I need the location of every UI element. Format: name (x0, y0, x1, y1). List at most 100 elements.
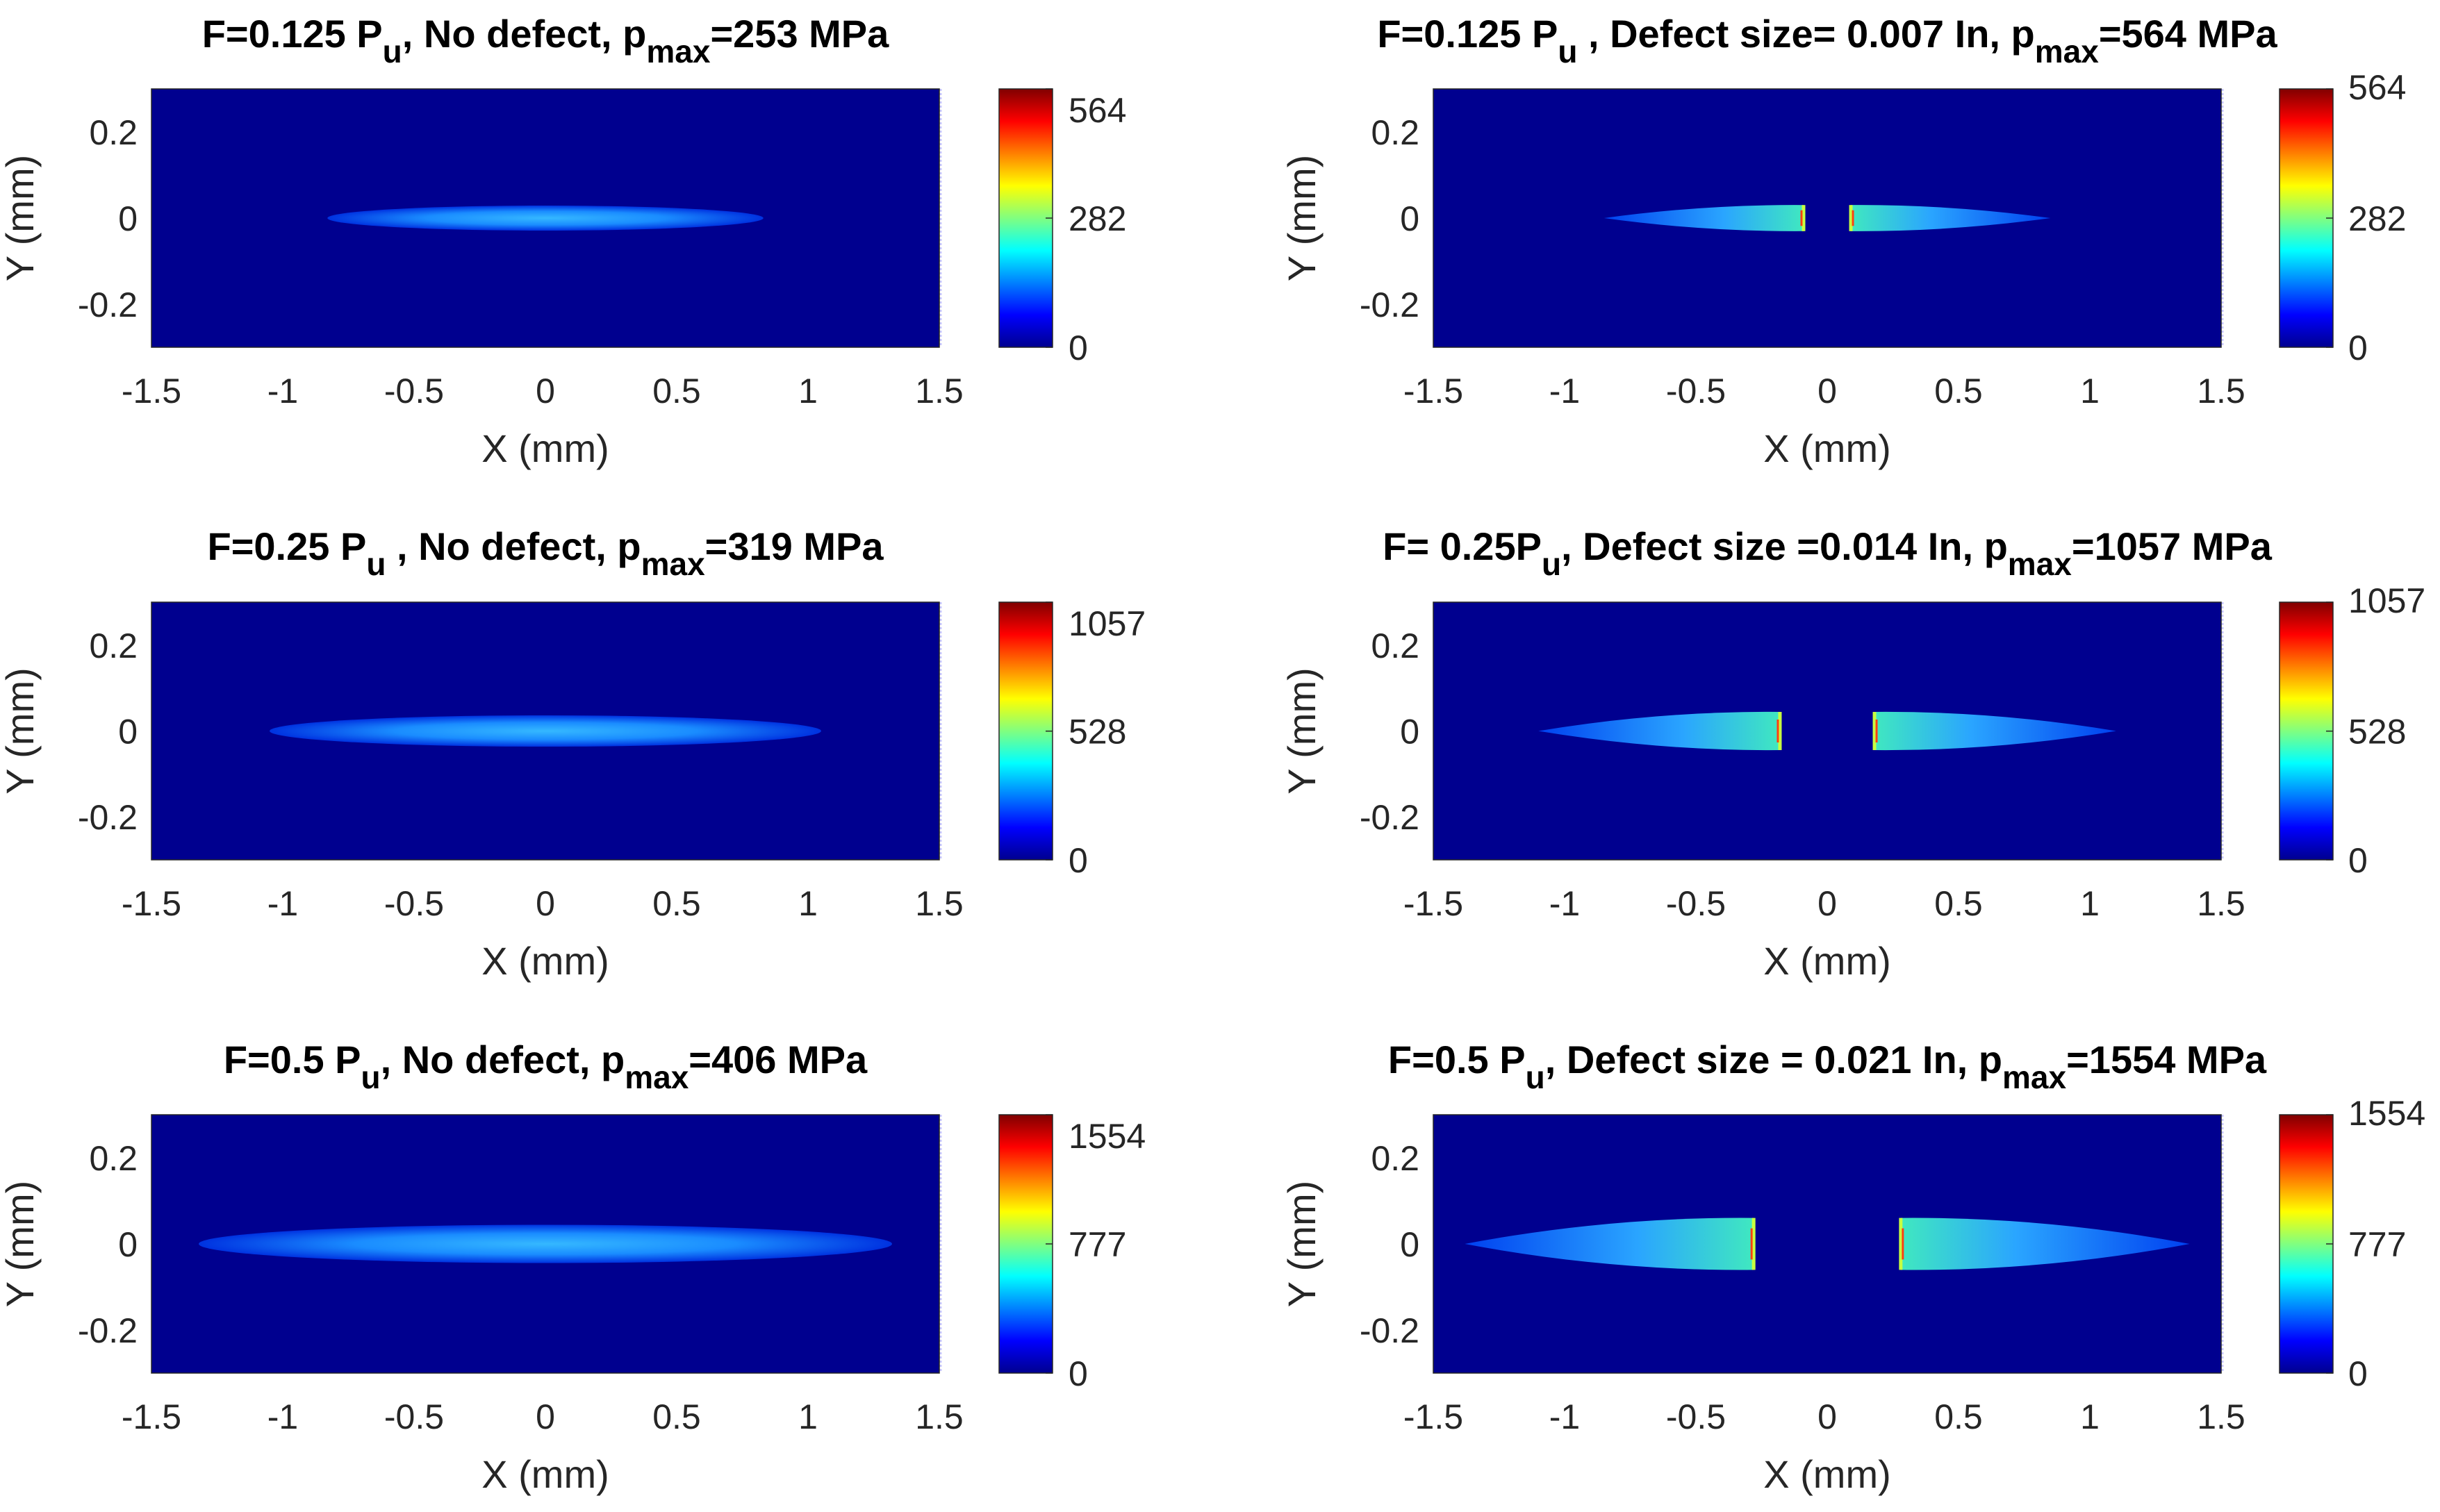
x-tick-label: -1.5 (122, 884, 181, 923)
axes-frame (151, 88, 940, 348)
panel-title: F=0.5 Pu, No defect, pmax=406 MPa (224, 1038, 868, 1095)
axes-frame (151, 1114, 940, 1374)
x-tick-label: 0 (1817, 1397, 1837, 1436)
colorbar-tick-label: 1057 (2348, 581, 2425, 620)
y-tick-label: -0.2 (78, 285, 138, 324)
x-tick-label: 0.5 (652, 372, 701, 410)
title-text-part: F=0.125 P (202, 12, 383, 56)
colorbar-tick-label: 528 (1069, 713, 1126, 751)
title-text-part: , No defect, p (386, 524, 641, 568)
x-axis-label: X (mm) (481, 939, 609, 983)
axes-frame (1433, 88, 2222, 348)
colorbar-tick-label: 777 (1069, 1225, 1126, 1264)
x-tick-label: 1 (2080, 884, 2100, 923)
x-tick-label: -1.5 (1403, 372, 1463, 410)
contact-stress-lobe (270, 715, 821, 747)
x-tick-label: -1.5 (1403, 1397, 1463, 1436)
title-text-part: , Defect size = 0.021 In, p (1545, 1038, 2002, 1081)
title-subscript: u (1542, 546, 1561, 582)
x-tick-label: 0 (536, 372, 555, 410)
colorbar (2279, 601, 2334, 861)
x-tick-label: 0 (1817, 372, 1837, 410)
x-tick-label: -1.5 (1403, 884, 1463, 923)
contact-stress-lobe-left (1604, 205, 1804, 231)
y-tick-label: 0 (118, 713, 138, 751)
y-axis-label: Y (mm) (0, 1181, 42, 1308)
title-subscript: max (2002, 1059, 2066, 1095)
colorbar-tick-label: 528 (2348, 713, 2406, 751)
y-tick-label: 0.2 (89, 626, 138, 665)
x-tick-label: -0.5 (1666, 372, 1726, 410)
x-tick-label: 1.5 (2197, 884, 2245, 923)
x-tick-label: -0.5 (384, 884, 444, 923)
y-tick-label: -0.2 (78, 798, 138, 837)
x-tick-label: 0.5 (652, 1397, 701, 1436)
x-tick-label: 1 (798, 884, 818, 923)
x-tick-label: 1.5 (915, 884, 964, 923)
colorbar-tick-label: 1554 (2348, 1094, 2425, 1133)
panel-6: -1.5 -1 -0.5 0 0.5 1 1.5 0.2 0 -0.2 X (mm) Y (mm) F=… (1280, 1038, 2425, 1496)
colorbar-tick-label: 1554 (1069, 1117, 1146, 1156)
title-text-part: =406 MPa (689, 1038, 868, 1081)
y-tick-label: 0 (118, 199, 138, 238)
panel-title: F=0.5 Pu, Defect size = 0.021 In, pmax=1… (1388, 1038, 2267, 1095)
title-text-part: F=0.25 P (208, 524, 367, 568)
contact-stress-lobe-right (1874, 711, 2116, 751)
colorbar-tick-label: 0 (2348, 329, 2368, 367)
x-tick-label: -0.5 (1666, 884, 1726, 923)
contact-stress-lobe-left (1538, 711, 1780, 751)
y-tick-label: 0.2 (1371, 1139, 1419, 1178)
y-tick-label: 0 (1400, 199, 1419, 238)
x-tick-label: 1 (2080, 1397, 2100, 1436)
title-subscript: max (2008, 546, 2072, 582)
title-text-part: F= 0.25P (1383, 524, 1542, 568)
colorbar-tick-label: 1057 (1069, 604, 1146, 643)
axes-frame (151, 601, 940, 861)
y-tick-label: -0.2 (1360, 798, 1419, 837)
title-text-part: =253 MPa (710, 12, 889, 56)
x-tick-label: 1 (2080, 372, 2100, 410)
title-subscript: max (2035, 33, 2099, 69)
x-tick-label: -1 (1549, 1397, 1580, 1436)
colorbar-tick-label: 777 (2348, 1225, 2406, 1264)
y-axis-label: Y (mm) (1280, 1181, 1324, 1308)
x-tick-label: -0.5 (384, 1397, 444, 1436)
x-tick-label: -1 (267, 1397, 298, 1436)
y-tick-label: 0 (1400, 1225, 1419, 1264)
y-axis-label: Y (mm) (0, 667, 42, 795)
title-text-part: =319 MPa (705, 524, 884, 568)
y-axis-label: Y (mm) (1280, 667, 1324, 795)
title-subscript: max (641, 546, 705, 582)
title-text-part: F=0.5 P (224, 1038, 361, 1081)
x-tick-label: 1.5 (2197, 372, 2245, 410)
x-axis-label: X (mm) (1763, 1452, 1891, 1496)
title-text-part: =1057 MPa (2072, 524, 2273, 568)
y-tick-label: -0.2 (1360, 1311, 1419, 1350)
y-tick-label: 0.2 (89, 113, 138, 152)
x-tick-label: 0.5 (1934, 884, 1983, 923)
axes-frame (1433, 601, 2222, 861)
x-tick-label: 1.5 (915, 1397, 964, 1436)
colorbar-tick-label: 0 (1069, 1354, 1088, 1393)
x-tick-label: 0.5 (1934, 1397, 1983, 1436)
colorbar (998, 1114, 1053, 1374)
x-tick-label: 0 (536, 1397, 555, 1436)
x-tick-label: -1 (267, 372, 298, 410)
title-text-part: , No defect, p (381, 1038, 625, 1081)
title-subscript: u (366, 546, 386, 582)
contact-stress-lobe (199, 1224, 892, 1263)
title-subscript: u (383, 33, 402, 69)
y-tick-label: 0 (1400, 713, 1419, 751)
title-text-part: F=0.5 P (1388, 1038, 1526, 1081)
y-tick-label: 0.2 (1371, 113, 1419, 152)
x-tick-label: -1 (1549, 884, 1580, 923)
colorbar (998, 88, 1053, 348)
panel-title: F= 0.25Pu, Defect size =0.014 In, pmax=1… (1383, 524, 2273, 582)
colorbar (2279, 88, 2334, 348)
panel-title: F=0.125 Pu, No defect, pmax=253 MPa (202, 12, 889, 69)
y-tick-label: 0 (118, 1225, 138, 1264)
plot-area (1433, 89, 2221, 347)
colorbar-tick-label: 0 (1069, 841, 1088, 880)
y-axis-label: Y (mm) (1280, 155, 1324, 282)
